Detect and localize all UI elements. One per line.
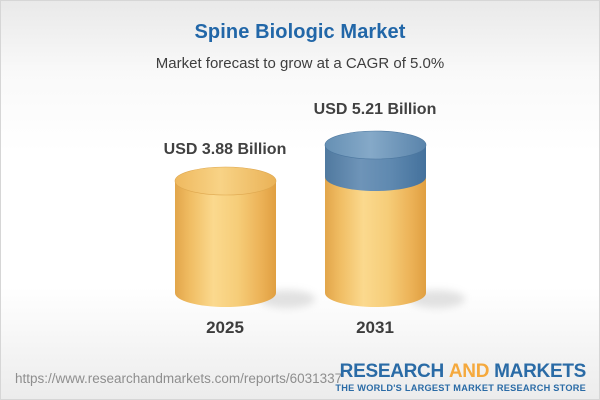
bar-value-label-2025: USD 3.88 Billion <box>163 141 287 158</box>
logo-word-and: AND <box>448 361 490 382</box>
logo-wordmark: RESEARCH AND MARKETS <box>335 361 587 382</box>
logo-word-markets: MARKETS <box>494 361 586 382</box>
x-axis-label-2025: 2025 <box>206 318 244 337</box>
bar-2025-top <box>174 166 277 196</box>
bar-2025-cylinder <box>174 166 277 307</box>
bar-2031-cylinder <box>324 130 427 307</box>
bar-value-label-2031: USD 5.21 Billion <box>313 101 437 118</box>
header: Spine Biologic Market Market forecast to… <box>1 1 599 72</box>
bar-2025-body <box>175 181 276 307</box>
research-and-markets-logo: RESEARCH AND MARKETS THE WORLD'S LARGEST M… <box>335 362 586 393</box>
logo-word-research: RESEARCH <box>339 361 445 382</box>
logo-tagline: THE WORLD'S LARGEST MARKET RESEARCH STOR… <box>335 383 586 393</box>
chart-subtitle: Market forecast to grow at a CAGR of 5.0… <box>155 55 445 72</box>
bar-2031-base-body <box>325 177 426 307</box>
bar-2031-growth-top <box>324 130 427 160</box>
chart-title: Spine Biologic Market <box>194 21 406 43</box>
report-url: https://www.researchandmarkets.com/repor… <box>15 371 343 386</box>
x-axis-label-2031: 2031 <box>356 318 394 337</box>
